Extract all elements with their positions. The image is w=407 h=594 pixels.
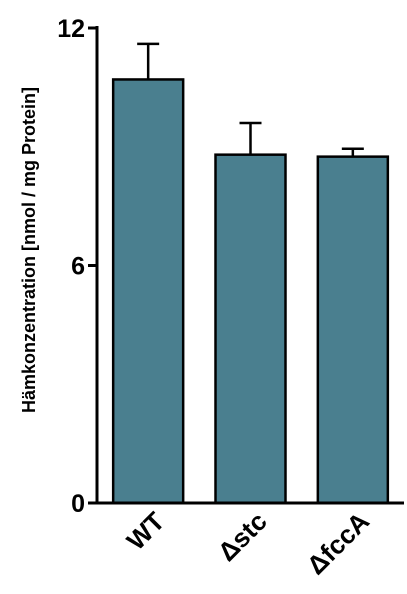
x-tick-label-2: Δstc bbox=[212, 506, 273, 567]
bar-3 bbox=[316, 155, 390, 505]
x-category-labels: WT Δstc ΔfccA bbox=[121, 506, 376, 580]
bar-2 bbox=[214, 153, 287, 505]
bar-1 bbox=[111, 78, 185, 505]
y-tick-label-2: 6 bbox=[71, 253, 85, 281]
error-bars-layer bbox=[137, 42, 364, 157]
y-axis-title: Hämkonzentration [nmol / mg Protein] bbox=[19, 87, 39, 413]
x-tick-label-3: ΔfccA bbox=[301, 506, 375, 580]
x-tick-label-1: WT bbox=[121, 506, 171, 556]
y-tick-label-1: 0 bbox=[71, 490, 85, 518]
y-ticks-layer: 0 6 12 bbox=[57, 15, 97, 518]
y-tick-label-3: 12 bbox=[57, 15, 85, 43]
